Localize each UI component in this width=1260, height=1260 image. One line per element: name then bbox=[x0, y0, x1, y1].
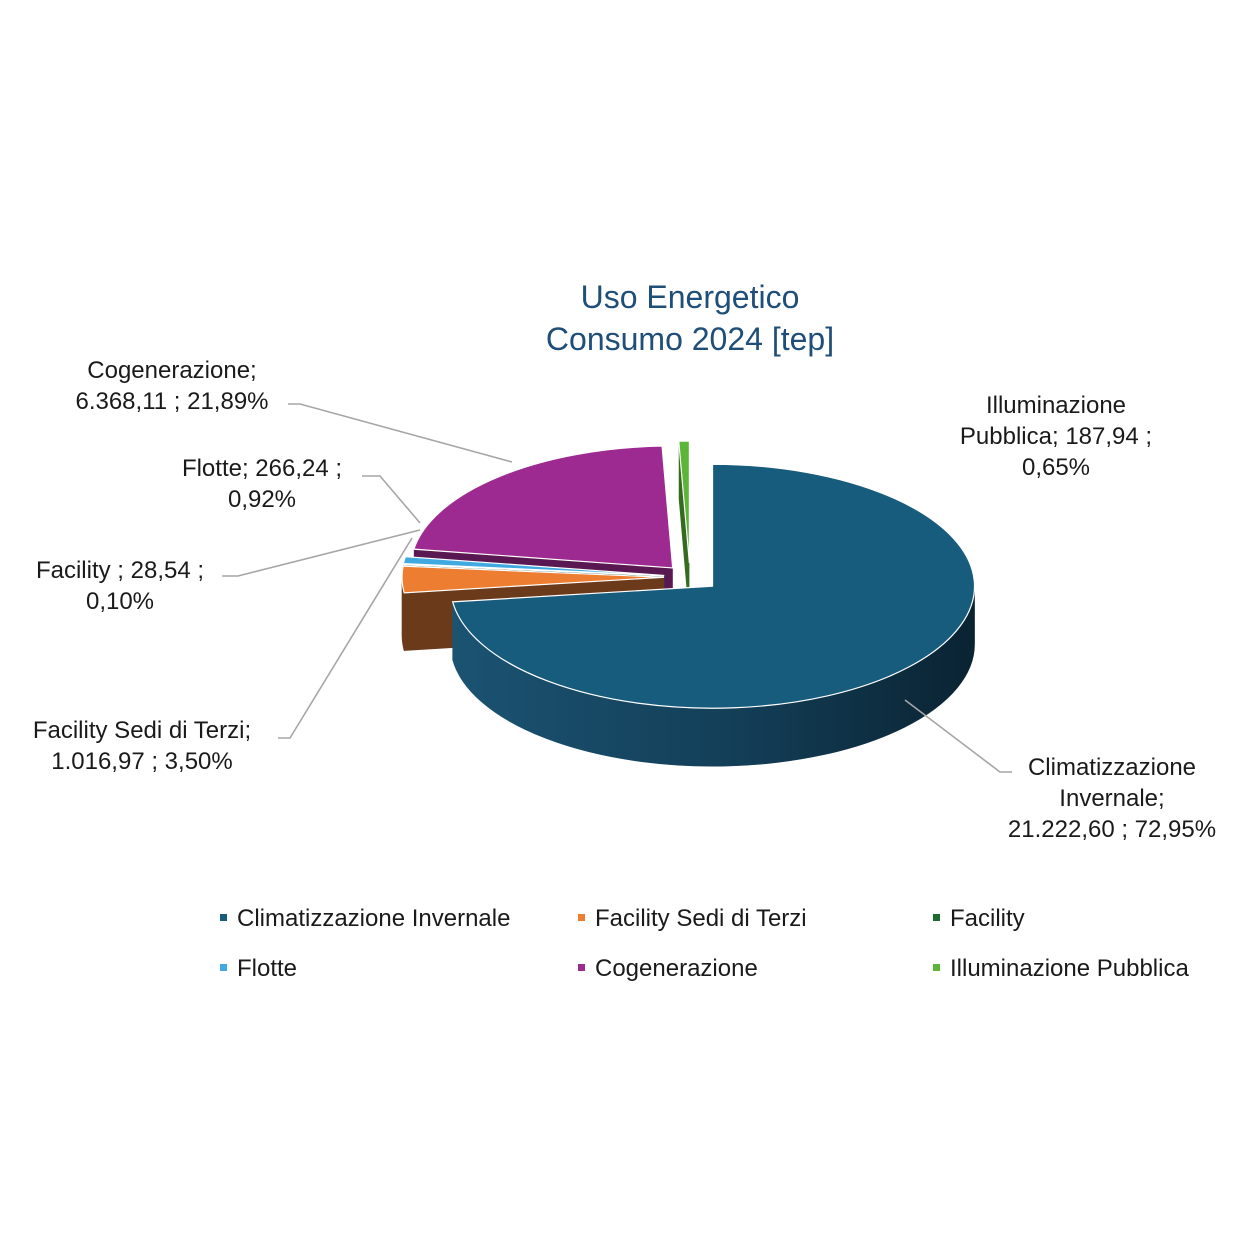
legend-label: Illuminazione Pubblica bbox=[950, 955, 1189, 982]
legend-swatch bbox=[578, 964, 585, 971]
legend-item-climatizzazione-invernale: Climatizzazione Invernale bbox=[220, 905, 510, 932]
data-label-facility: Facility ; 28,54 ; 0,10% bbox=[36, 557, 204, 615]
pie-slice-climatizzazione-invernale bbox=[451, 463, 976, 709]
legend-label: Climatizzazione Invernale bbox=[237, 905, 510, 932]
legend-label: Facility bbox=[950, 905, 1025, 932]
data-label-climatizzazione-invernale: Climatizzazione Invernale; 21.222,60 ; 72,… bbox=[1008, 754, 1216, 843]
chart-title-line: Consumo 2024 [tep] bbox=[546, 321, 834, 357]
chart-title-line: Uso Energetico bbox=[581, 279, 800, 315]
legend-item-flotte: Flotte bbox=[220, 955, 297, 982]
legend-item-cogenerazione: Cogenerazione bbox=[578, 955, 758, 982]
data-labels: Climatizzazione Invernale; 21.222,60 ; 72,… bbox=[33, 357, 1216, 843]
leader-line-cogenerazione bbox=[288, 403, 513, 463]
legend-swatch bbox=[220, 914, 227, 921]
leader-line-facility-sedi-di-terzi bbox=[278, 537, 413, 739]
pie-slice-facility bbox=[402, 563, 665, 577]
leader-line-facility bbox=[222, 529, 421, 577]
legend-item-facility: Facility bbox=[933, 905, 1025, 932]
legend-label: Facility Sedi di Terzi bbox=[595, 905, 807, 932]
data-label-illuminazione-pubblica: Illuminazione Pubblica; 187,94 ; 0,65% bbox=[960, 392, 1152, 481]
data-label-cogenerazione: Cogenerazione; 6.368,11 ; 21,89% bbox=[75, 357, 268, 415]
chart-title: Uso Energetico Consumo 2024 [tep] bbox=[546, 279, 834, 357]
pie-slices bbox=[401, 440, 976, 709]
leader-line-climatizzazione-invernale bbox=[904, 699, 1012, 773]
legend: Climatizzazione Invernale Facility Sedi d… bbox=[220, 905, 1189, 982]
pie-wall-illuminazione-pubblica bbox=[678, 441, 690, 622]
legend-swatch bbox=[578, 914, 585, 921]
pie-slice-facility-sedi-di-terzi bbox=[401, 565, 665, 594]
legend-item-facility-sedi-di-terzi: Facility Sedi di Terzi bbox=[578, 905, 807, 932]
pie-slice-cogenerazione bbox=[413, 445, 674, 569]
legend-swatch bbox=[220, 964, 227, 971]
legend-swatch bbox=[933, 914, 940, 921]
leader-line-flotte bbox=[362, 475, 421, 524]
legend-swatch bbox=[933, 964, 940, 971]
legend-label: Flotte bbox=[237, 955, 297, 982]
legend-label: Cogenerazione bbox=[595, 955, 758, 982]
legend-item-illuminazione-pubblica: Illuminazione Pubblica bbox=[933, 955, 1189, 982]
data-label-flotte: Flotte; 266,24 ; 0,92% bbox=[182, 455, 342, 513]
pie-slice-illuminazione-pubblica bbox=[678, 440, 690, 564]
data-label-facility-sedi-di-terzi: Facility Sedi di Terzi; 1.016,97 ; 3,50% bbox=[33, 717, 251, 775]
